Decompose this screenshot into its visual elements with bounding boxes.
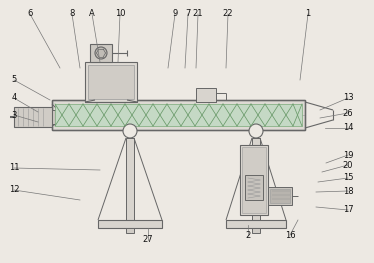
Bar xyxy=(90,44,112,62)
Bar xyxy=(252,138,260,220)
Bar xyxy=(242,147,266,213)
Bar xyxy=(52,110,60,124)
Text: 8: 8 xyxy=(69,9,75,18)
Text: 5: 5 xyxy=(11,75,16,84)
Text: 11: 11 xyxy=(9,164,19,173)
Text: 15: 15 xyxy=(343,174,353,183)
Text: 13: 13 xyxy=(343,94,353,103)
Text: 20: 20 xyxy=(343,160,353,169)
Text: 26: 26 xyxy=(343,109,353,118)
Bar xyxy=(52,100,305,130)
Bar xyxy=(252,228,260,233)
Text: 18: 18 xyxy=(343,186,353,195)
Bar xyxy=(268,187,292,205)
Circle shape xyxy=(123,124,137,138)
Text: 4: 4 xyxy=(11,94,16,103)
Text: 27: 27 xyxy=(143,235,153,245)
Text: 6: 6 xyxy=(27,9,33,18)
Text: 14: 14 xyxy=(343,124,353,133)
Text: 2: 2 xyxy=(245,230,251,240)
Text: 21: 21 xyxy=(193,9,203,18)
Text: 22: 22 xyxy=(223,9,233,18)
Bar xyxy=(245,175,263,200)
Bar xyxy=(85,62,137,102)
Text: 16: 16 xyxy=(285,230,295,240)
Text: 7: 7 xyxy=(185,9,191,18)
Text: A: A xyxy=(89,9,95,18)
Bar xyxy=(126,138,134,220)
Circle shape xyxy=(95,47,107,59)
Text: 10: 10 xyxy=(115,9,125,18)
Circle shape xyxy=(249,124,263,138)
Bar xyxy=(88,65,134,99)
Bar xyxy=(270,189,290,203)
Text: 3: 3 xyxy=(11,110,17,119)
Text: 9: 9 xyxy=(172,9,178,18)
Text: 12: 12 xyxy=(9,185,19,195)
Bar xyxy=(126,228,134,233)
Text: 1: 1 xyxy=(306,9,311,18)
Bar xyxy=(98,220,162,228)
Bar xyxy=(196,88,216,102)
Text: 17: 17 xyxy=(343,205,353,215)
Text: 19: 19 xyxy=(343,150,353,159)
Bar xyxy=(226,220,286,228)
Bar xyxy=(55,104,302,126)
Bar xyxy=(14,107,52,127)
Bar xyxy=(240,145,268,215)
